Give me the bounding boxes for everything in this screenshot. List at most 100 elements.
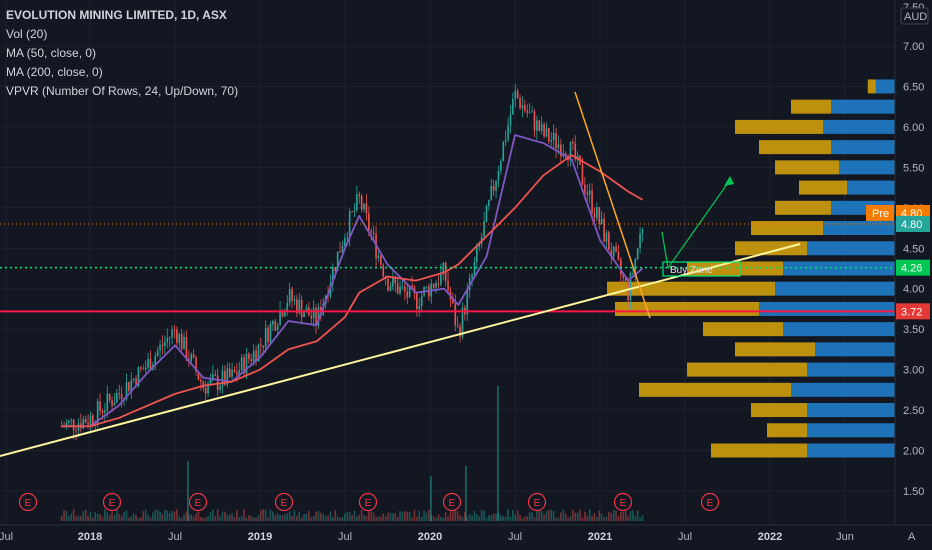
vp-down-bar (639, 382, 791, 397)
vp-up-bar (783, 261, 895, 276)
candle-body (572, 141, 574, 144)
volume-bar (344, 513, 346, 521)
candle-body (168, 337, 171, 339)
earnings-marker-icon[interactable] (527, 492, 547, 512)
volume-bar (152, 512, 154, 521)
earnings-marker-label: E (25, 498, 32, 509)
candle-body (476, 246, 478, 262)
volume-bar (128, 517, 130, 521)
candle-body (99, 401, 101, 411)
volume-bar (288, 511, 291, 521)
volume-bar (262, 509, 265, 521)
candle-body (368, 213, 370, 231)
candle-body (495, 180, 497, 191)
ma50-line[interactable] (61, 134, 644, 428)
candle-body (356, 194, 358, 211)
price-tick-label: 6.50 (903, 81, 924, 93)
candle-body (500, 161, 502, 172)
buy-zone-box[interactable] (662, 261, 741, 277)
volume-bar (591, 516, 593, 521)
candle-body (576, 155, 579, 160)
volume-bar (101, 516, 104, 521)
earnings-marker-label: E (620, 498, 627, 509)
price-tick-label: 3.50 (903, 324, 924, 336)
candle-body (315, 307, 317, 326)
candle-body (509, 114, 512, 125)
earnings-marker-icon[interactable] (700, 492, 720, 512)
vp-up-bar (823, 221, 895, 236)
candle-body (262, 345, 265, 348)
indicator-ma50[interactable]: MA (50, close, 0) (6, 46, 97, 60)
vp-up-bar (839, 160, 895, 175)
time-tick-label: 2020 (418, 531, 442, 543)
candle-body (408, 285, 411, 298)
volume-bar (584, 511, 586, 521)
candle-body (399, 286, 401, 294)
symbol-title[interactable]: EVOLUTION MINING LIMITED, 1D, ASX (6, 8, 227, 22)
volume-bar (356, 516, 358, 521)
vp-up-bar (831, 99, 895, 114)
volume-bar (116, 509, 118, 521)
candle-body (185, 336, 188, 360)
candle-body (142, 368, 145, 370)
candle-body (348, 211, 351, 238)
volume-bar (440, 516, 442, 521)
candle-body (281, 310, 284, 317)
earnings-marker-icon[interactable] (613, 492, 633, 512)
volume-bar (312, 515, 315, 521)
ma200-line[interactable] (61, 154, 643, 428)
candle-body (130, 380, 133, 391)
premarket-badge-tag (866, 204, 894, 221)
indicator-vpvr[interactable]: VPVR (Number Of Rows, 24, Up/Down, 70) (6, 84, 239, 98)
uptrend-line[interactable] (0, 243, 801, 457)
volume-bar (454, 509, 457, 521)
candle-body (267, 327, 269, 343)
volume-bar (459, 514, 461, 521)
earnings-marker-icon[interactable] (188, 492, 208, 512)
volume-bar (190, 514, 193, 521)
time-axis[interactable]: A Jul 2018 Jul 2019 Jul 2020 Jul 2021 Jul 2022 Jun (0, 524, 932, 550)
volume-bar (399, 510, 401, 521)
vp-down-bar (615, 301, 759, 316)
candle-body (226, 368, 229, 385)
volume-bar (185, 511, 188, 521)
volume-bar (106, 512, 109, 521)
time-tick-label: Jul (168, 531, 182, 543)
candle-body (260, 344, 262, 346)
volume-bar (396, 516, 399, 521)
earnings-marker-icon[interactable] (358, 492, 378, 512)
earnings-marker-icon[interactable] (442, 492, 462, 512)
candle-body (512, 98, 514, 115)
volume-bar (603, 517, 605, 521)
volume-bar (135, 515, 137, 521)
currency-box[interactable] (900, 7, 929, 25)
earnings-marker-icon[interactable] (102, 492, 122, 512)
downtrend-line[interactable] (574, 91, 651, 319)
candle-body (545, 128, 548, 137)
candle-body (219, 386, 221, 390)
earnings-marker-icon[interactable] (274, 492, 294, 512)
volume-bar (428, 509, 430, 521)
auto-scale-button[interactable]: A (908, 531, 916, 543)
indicator-ma200[interactable]: MA (200, close, 0) (6, 65, 103, 79)
candle-body (442, 262, 445, 273)
volume-bar (564, 513, 567, 521)
volume-bar (178, 516, 181, 521)
volume-bar (574, 512, 577, 521)
candle-body (96, 401, 99, 424)
volume-bar (572, 509, 574, 521)
volume-bar (111, 511, 113, 521)
volume-bar (197, 511, 200, 521)
price-tick-label: 7.00 (903, 41, 924, 53)
candle-body (250, 358, 253, 362)
volume-bar (579, 509, 581, 521)
volume-bar (420, 517, 423, 521)
volume-bar (624, 511, 627, 521)
projection-arrow[interactable] (661, 179, 731, 270)
indicator-volume[interactable]: Vol (20) (6, 27, 48, 41)
candle-body (528, 112, 531, 114)
volume-bar (490, 515, 493, 521)
earnings-marker-icon[interactable] (18, 492, 38, 512)
